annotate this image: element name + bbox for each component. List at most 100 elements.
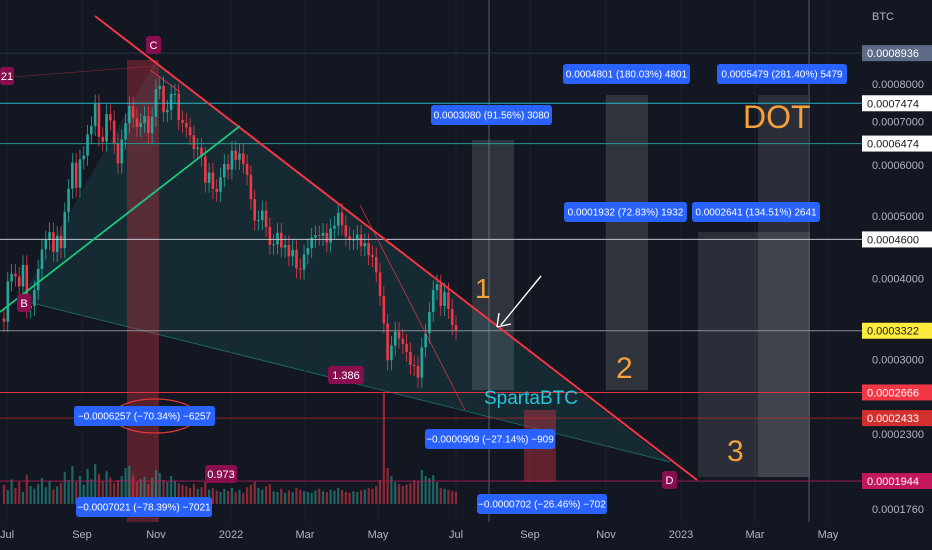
measure-box: 0.0003080 (91.56%) 3080 [431, 105, 552, 125]
candle [112, 110, 116, 154]
candle [82, 146, 86, 170]
volume-bar [321, 491, 325, 504]
candle [177, 84, 181, 131]
candle [344, 215, 348, 247]
volume-bar [340, 490, 344, 504]
measure-box-text: −0.0006257 (−70.34%) −6257 [78, 412, 212, 423]
candle [74, 152, 78, 198]
candle-body [82, 155, 86, 160]
candle-body [317, 235, 321, 237]
measure-box-bg [76, 497, 212, 517]
volume-bar [409, 483, 412, 504]
candle [93, 94, 97, 137]
candle-body [93, 104, 97, 127]
volume-bar [352, 491, 355, 504]
candle [333, 216, 336, 239]
volume-bar [63, 472, 66, 504]
candle [131, 96, 135, 129]
candle-body [52, 232, 55, 252]
volume-bar [132, 475, 135, 504]
candle-body [450, 308, 454, 326]
candle [135, 108, 139, 137]
volume-bar [48, 480, 51, 504]
price-tag-text: 0.0003322 [867, 326, 919, 338]
price-tag-0.0002433: 0.0002433 [862, 410, 932, 427]
price-tag-bg [862, 410, 932, 427]
candle-body [200, 147, 203, 157]
candle [272, 234, 275, 255]
point-label-text: 0.973 [207, 469, 235, 481]
candle [10, 264, 13, 292]
price-tag-bg [862, 473, 932, 490]
candle-body [390, 345, 393, 361]
measure-box-bg [431, 105, 552, 125]
point-label-bg [17, 294, 31, 312]
candle [355, 224, 359, 250]
candle-body [67, 188, 70, 213]
volume-bar [454, 492, 458, 504]
candle-body [310, 237, 313, 249]
volume-bar [435, 482, 439, 504]
candle [192, 125, 196, 159]
volume-bar [71, 466, 74, 504]
volume-bar [295, 488, 298, 504]
candle [207, 162, 211, 193]
ref-line-21 [0, 65, 156, 79]
measure-box-bg [564, 202, 687, 222]
volume-bar [280, 488, 283, 504]
candle-body [359, 234, 363, 247]
candle [78, 149, 82, 198]
candle-body [10, 273, 13, 282]
candle [409, 342, 412, 376]
candle [158, 76, 162, 100]
candle-body [86, 134, 89, 156]
measure-box: 0.0005479 (281.40%) 5479 [717, 64, 847, 84]
candle [14, 264, 17, 287]
volume-bar [261, 489, 264, 504]
volume-bar [234, 492, 237, 504]
candle-body [295, 249, 298, 269]
candle [314, 225, 317, 248]
y-tick-label: 0.0005000 [872, 211, 924, 223]
candle-body [2, 318, 6, 322]
candle [44, 230, 48, 260]
candle [226, 154, 230, 180]
volume-bar [219, 492, 222, 504]
candle-body [219, 177, 222, 192]
candle [230, 141, 234, 180]
price-tag-text: 0.0001944 [867, 476, 919, 488]
candle [196, 138, 200, 159]
volume-bar [264, 486, 268, 504]
price-tag-bg [862, 231, 932, 248]
candle-body [302, 254, 306, 270]
candle-body [428, 312, 431, 334]
candle-body [166, 109, 169, 113]
candle [431, 280, 435, 323]
point-label-bg [205, 465, 237, 483]
volume-bar [52, 489, 55, 504]
point-label-text: C [150, 40, 158, 52]
candle [181, 110, 184, 133]
measure-box-text: 0.0005479 (281.40%) 5479 [721, 70, 843, 81]
volume-bar [154, 470, 158, 504]
volume-bar [189, 488, 192, 504]
volume-bar [359, 490, 363, 504]
candle-body [25, 264, 29, 309]
point-label-B: B [17, 294, 31, 312]
candle [397, 322, 401, 349]
candle-body [401, 338, 405, 344]
volume-bar [420, 470, 423, 504]
candle-body [420, 347, 424, 378]
measure-box-text: −0.0007021 (−78.39%) −7021 [77, 503, 211, 514]
measure-box: −0.0007021 (−78.39%) −7021 [76, 497, 212, 517]
volume-bar [192, 484, 196, 504]
scenario-2-label: 2 [616, 352, 633, 385]
price-tag-bg [862, 45, 932, 62]
candle [238, 143, 241, 170]
candle-body [173, 93, 177, 95]
candle [390, 336, 393, 371]
candle [257, 210, 260, 231]
point-label-bg [0, 67, 14, 85]
price-tag-bg [862, 95, 932, 112]
